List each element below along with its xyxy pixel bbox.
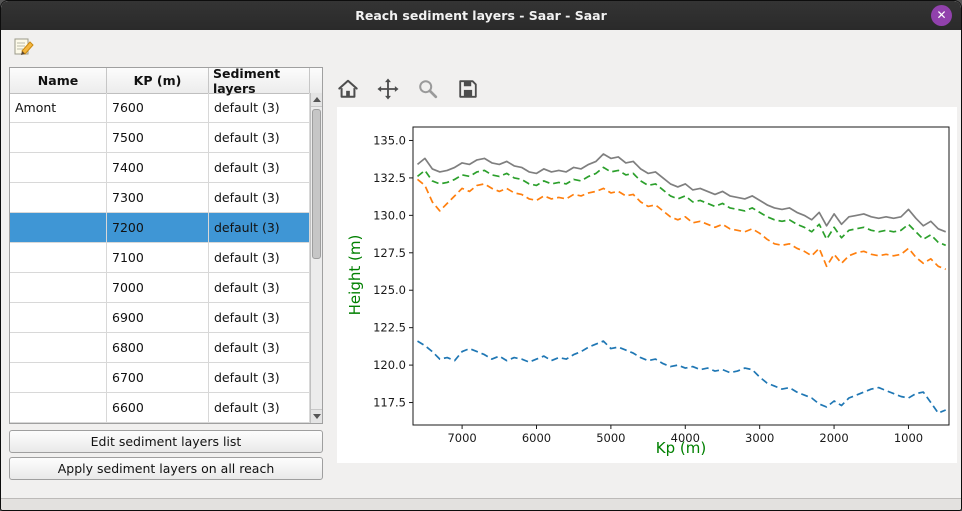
cell-kp[interactable]: 6700 [107,363,209,393]
cell-layers[interactable]: default (3) [209,153,310,183]
cell-kp[interactable]: 7100 [107,243,209,273]
home-icon[interactable] [337,78,359,100]
cell-layers[interactable]: default (3) [209,303,310,333]
svg-text:120.0: 120.0 [373,358,406,372]
cell-layers[interactable]: default (3) [209,213,310,243]
cell-kp[interactable]: 7600 [107,93,209,123]
cell-kp[interactable]: 7000 [107,273,209,303]
scrollbar-up-arrow[interactable] [311,93,322,107]
svg-text:130.0: 130.0 [373,208,406,222]
svg-text:3000: 3000 [745,431,774,445]
pan-icon[interactable] [377,78,399,100]
table-row[interactable]: 7000 default (3) [10,273,310,303]
titlebar[interactable]: Reach sediment layers - Saar - Saar ✕ [1,1,961,30]
svg-text:6000: 6000 [522,431,551,445]
edit-sediment-layers-button[interactable]: Edit sediment layers list [9,430,323,453]
cell-kp[interactable]: 7400 [107,153,209,183]
table-row[interactable]: 7500 default (3) [10,123,310,153]
cell-layers[interactable]: default (3) [209,273,310,303]
table-row[interactable]: 6800 default (3) [10,333,310,363]
cell-layers[interactable]: default (3) [209,393,310,423]
svg-text:5000: 5000 [596,431,625,445]
table-row[interactable]: Amont 7600 default (3) [10,93,310,123]
scrollbar-thumb[interactable] [312,109,321,259]
table-scrollbar[interactable] [310,93,322,423]
svg-text:4000: 4000 [671,431,700,445]
cell-layers[interactable]: default (3) [209,123,310,153]
cell-name[interactable] [10,123,107,153]
edit-sediment-icon[interactable] [13,36,35,58]
header-name[interactable]: Name [10,68,107,93]
cell-layers[interactable]: default (3) [209,333,310,363]
svg-text:2000: 2000 [819,431,848,445]
cell-name[interactable] [10,303,107,333]
cell-kp[interactable]: 6600 [107,393,209,423]
table-body: Amont 7600 default (3) 7500 default (3) 7400 d… [10,93,310,423]
svg-text:122.5: 122.5 [373,321,406,335]
plot-toolbar [337,73,479,105]
table-header-row: Name KP (m) Sediment layers [10,66,322,96]
zoom-icon[interactable] [417,78,439,100]
plot-svg: 7000 6000 5000 4000 3000 2000 1000 117.5 120.0 12… [373,126,950,445]
scrollbar-down-arrow[interactable] [311,409,322,423]
cell-name[interactable] [10,273,107,303]
cell-kp[interactable]: 7200 [107,213,209,243]
svg-text:127.5: 127.5 [373,246,406,260]
cell-name[interactable]: Amont [10,93,107,123]
cell-name[interactable] [10,213,107,243]
cell-layers[interactable]: default (3) [209,363,310,393]
table-row[interactable]: 6900 default (3) [10,303,310,333]
cell-layers[interactable]: default (3) [209,93,310,123]
svg-text:132.5: 132.5 [373,171,406,185]
cell-name[interactable] [10,363,107,393]
plot-canvas[interactable]: 7000 6000 5000 4000 3000 2000 1000 117.5 120.0 12… [337,107,957,463]
svg-text:125.0: 125.0 [373,283,406,297]
table-row[interactable]: 7200 default (3) [10,213,310,243]
cell-layers[interactable]: default (3) [209,183,310,213]
svg-text:117.5: 117.5 [373,396,406,410]
cell-name[interactable] [10,153,107,183]
window-title: Reach sediment layers - Saar - Saar [355,8,607,23]
cell-kp[interactable]: 6800 [107,333,209,363]
cell-kp[interactable]: 7300 [107,183,209,213]
table-row[interactable]: 7300 default (3) [10,183,310,213]
cell-layers[interactable]: default (3) [209,243,310,273]
svg-text:7000: 7000 [447,431,476,445]
header-kp[interactable]: KP (m) [107,68,209,93]
apply-sediment-layers-button[interactable]: Apply sediment layers on all reach [9,457,323,480]
stations-table: Name KP (m) Sediment layers Amont 7600 def… [9,66,323,424]
cell-kp[interactable]: 7500 [107,123,209,153]
cell-name[interactable] [10,393,107,423]
cell-name[interactable] [10,243,107,273]
header-sediment-layers[interactable]: Sediment layers [209,66,310,96]
close-button[interactable]: ✕ [931,5,952,26]
cell-kp[interactable]: 6900 [107,303,209,333]
app-toolbar [1,30,961,64]
svg-text:1000: 1000 [894,431,923,445]
table-row[interactable]: 6700 default (3) [10,363,310,393]
table-row[interactable]: 6600 default (3) [10,393,310,423]
save-icon[interactable] [457,78,479,100]
cell-name[interactable] [10,183,107,213]
table-row[interactable]: 7100 default (3) [10,243,310,273]
cell-name[interactable] [10,333,107,363]
table-row[interactable]: 7400 default (3) [10,153,310,183]
svg-text:135.0: 135.0 [373,133,406,147]
window-bottom-edge [1,498,961,510]
